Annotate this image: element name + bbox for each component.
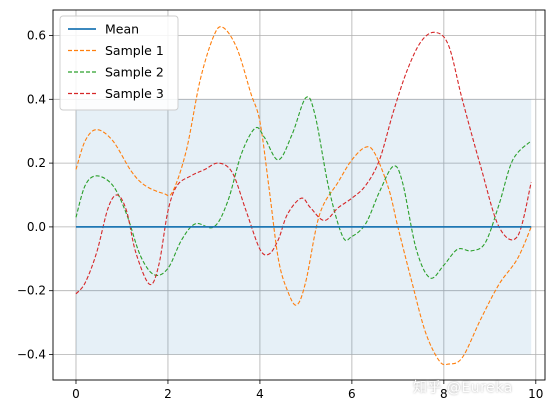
y-tick-label: 0.0 (27, 220, 46, 234)
axes-frame (52, 9, 546, 381)
x-tick-label: 2 (164, 387, 172, 401)
x-tick-label: 8 (440, 387, 448, 401)
y-tick-label: −0.2 (17, 284, 46, 298)
y-tick-label: 0.4 (27, 92, 46, 106)
y-tick-label: 0.6 (27, 29, 46, 43)
axis-ticks: 0 2 4 6 8 10 −0.4 −0.2 0.0 0.2 0.4 0.6 (17, 29, 544, 401)
watermark-text: 知乎 @Eureka (413, 380, 513, 396)
series-line-sample-1 (75, 26, 532, 366)
series-line-sample-2 (75, 96, 532, 279)
x-tick-label: 4 (256, 387, 264, 401)
legend-label-sample-3: Sample 3 (105, 86, 164, 101)
legend-box (59, 15, 179, 111)
x-tick-label: 10 (528, 387, 543, 401)
x-tick-label: 6 (348, 387, 356, 401)
legend-label-sample-1: Sample 1 (105, 43, 164, 58)
series-lines (75, 26, 532, 366)
legend-label-sample-2: Sample 2 (105, 65, 164, 80)
y-tick-label: 0.2 (27, 156, 46, 170)
series-line-sample-3 (75, 31, 532, 295)
legend-label-mean: Mean (105, 22, 139, 37)
y-tick-label: −0.4 (17, 347, 46, 361)
x-tick-label: 0 (72, 387, 80, 401)
legend: Mean Sample 1 Sample 2 Sample 3 (59, 15, 179, 111)
